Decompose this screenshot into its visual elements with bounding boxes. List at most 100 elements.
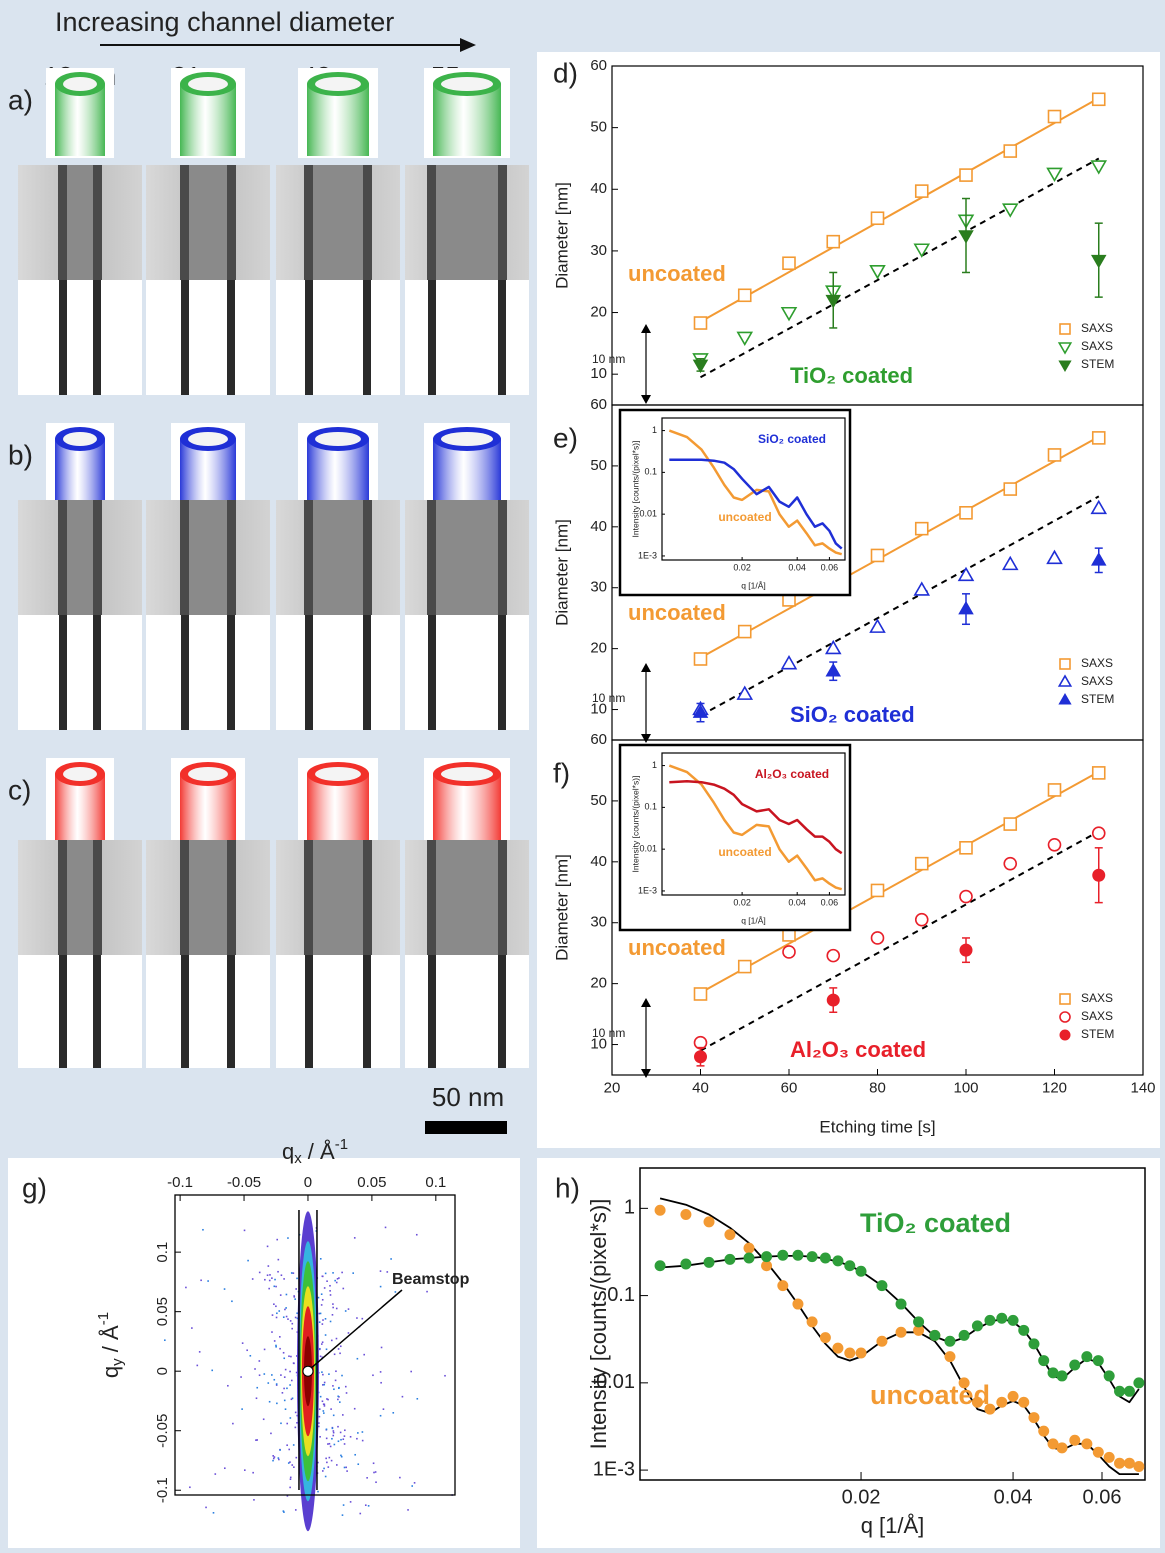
detector-pixel (374, 1471, 377, 1473)
legend-marker (1057, 674, 1073, 687)
x-tick-label: -0.1 (167, 1174, 193, 1191)
data-point (737, 288, 752, 303)
data-point (743, 1242, 755, 1254)
detector-pixel (275, 1345, 277, 1348)
detector-pixel (321, 1371, 323, 1373)
annotation: 10 nm (592, 352, 625, 366)
detector-pixel (287, 1462, 290, 1464)
series-line (700, 495, 1100, 717)
data-point (959, 943, 973, 957)
cylinder-hole (315, 77, 361, 91)
y-tick-label: 0.1 (607, 1284, 635, 1306)
detector-pixel (284, 1408, 287, 1410)
y-axis-label: Intensity [counts/(pixel*s)] (630, 441, 640, 538)
detector-pixel (291, 1464, 294, 1466)
y-tick-label: 0.1 (154, 1242, 171, 1263)
detector-pixel (289, 1417, 292, 1419)
stem-wall (227, 500, 236, 615)
detector-pixel (254, 1368, 256, 1370)
data-point (703, 1216, 715, 1228)
stem-leg (59, 280, 67, 395)
detector-pixel (283, 1278, 285, 1280)
y-axis-label: Diameter [nm] (552, 182, 571, 289)
detector-pixel (318, 1348, 321, 1351)
stem-leg (93, 615, 101, 730)
detector-pixel (241, 1408, 243, 1410)
detector-pixel (271, 1314, 274, 1316)
detector-pixel (283, 1511, 285, 1513)
data-point (1114, 1457, 1126, 1469)
detector-pixel (191, 1327, 193, 1329)
x-tick-label: 0.02 (842, 1486, 881, 1508)
series-line (668, 429, 843, 556)
data-point (1069, 1434, 1081, 1446)
detector-pixel (251, 1278, 254, 1280)
stem-channel (180, 500, 236, 615)
detector-pixel (288, 1448, 291, 1451)
detector-pixel (255, 1439, 257, 1441)
legend-marker (1059, 658, 1071, 670)
data-point (724, 1229, 736, 1241)
detector-pixel (252, 1471, 254, 1474)
detector-pixel (392, 1412, 395, 1414)
detector-pixel (280, 1422, 282, 1425)
detector-pixel (272, 1457, 275, 1460)
detector-pixel (335, 1281, 338, 1284)
data-point (1001, 555, 1019, 571)
beamstop-pointer (310, 1289, 403, 1369)
detector-pixel (296, 1277, 298, 1280)
detector-pixel (339, 1352, 341, 1355)
detector-pixel (288, 1355, 290, 1358)
data-point (870, 211, 885, 226)
data-point (737, 959, 752, 974)
stem-leg (93, 280, 101, 395)
detector-pixel (336, 1464, 338, 1466)
data-point (832, 1255, 844, 1267)
legend-marker (1057, 342, 1073, 355)
detector-pixel (410, 1370, 412, 1373)
detector-pixel (317, 1296, 320, 1299)
detector-pixel (258, 1271, 261, 1274)
data-point (780, 306, 798, 322)
y-tick-label: 50 (590, 119, 607, 136)
detector-pixel (325, 1457, 327, 1460)
stem-leg (59, 955, 67, 1068)
stem-leg (305, 615, 313, 730)
detector-pixel (321, 1356, 324, 1359)
stem-channel (304, 840, 372, 955)
y-tick-label: -0.05 (154, 1414, 171, 1448)
detector-pixel (327, 1443, 329, 1445)
stem-leg (59, 615, 67, 730)
detector-pixel (241, 1342, 244, 1344)
detector-pixel (232, 1422, 234, 1425)
detector-pixel (223, 1288, 226, 1290)
detector-pixel (337, 1440, 340, 1443)
detector-pixel (277, 1457, 280, 1459)
axis-label: qy / Å-1 (95, 1312, 126, 1378)
span-arrow-head (641, 324, 651, 333)
detector-pixel (268, 1400, 271, 1403)
x-tick-label: 0.04 (788, 897, 806, 907)
annotation: SiO₂ coated (790, 702, 915, 727)
data-point (819, 1252, 831, 1264)
annotation: SiO₂ coated (758, 432, 826, 446)
x-axis-label: Etching time [s] (819, 1117, 935, 1136)
stem-wall (498, 500, 507, 615)
detector-pixel (266, 1274, 269, 1277)
detector-pixel (264, 1278, 266, 1281)
span-arrow-head (641, 998, 651, 1007)
cylinder-hole (441, 77, 493, 91)
data-point (914, 521, 929, 536)
detector-pixel (361, 1317, 364, 1320)
data-point (876, 1280, 888, 1292)
data-point (825, 294, 842, 309)
data-point (959, 841, 973, 855)
detector-pixel (321, 1341, 324, 1344)
data-point (692, 704, 709, 718)
row-label: a) (8, 84, 33, 115)
label-superscript: -1 (95, 1312, 112, 1325)
detector-pixel (364, 1504, 367, 1507)
data-point (958, 600, 974, 615)
detector-pixel (335, 1337, 338, 1340)
data-point (984, 1403, 996, 1415)
